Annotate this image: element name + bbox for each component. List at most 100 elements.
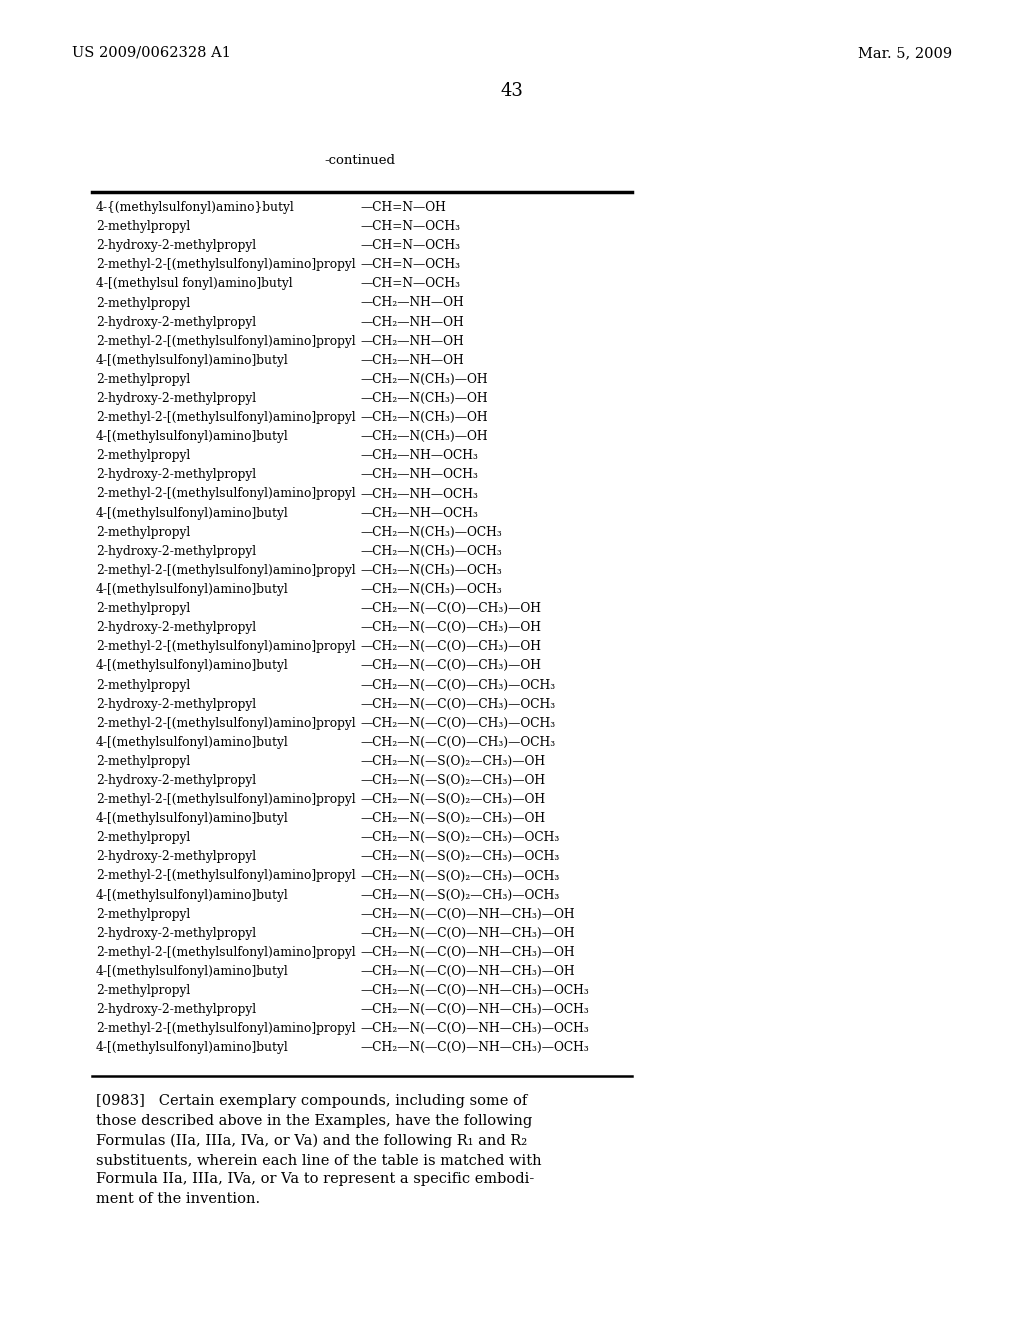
Text: —CH₂—N(CH₃)—OH: —CH₂—N(CH₃)—OH — [360, 411, 487, 424]
Text: 2-methylpropyl: 2-methylpropyl — [96, 297, 190, 309]
Text: —CH₂—N(—S(O)₂—CH₃)—OCH₃: —CH₂—N(—S(O)₂—CH₃)—OCH₃ — [360, 870, 559, 883]
Text: 2-methylpropyl: 2-methylpropyl — [96, 220, 190, 234]
Text: 2-methyl-2-[(methylsulfonyl)amino]propyl: 2-methyl-2-[(methylsulfonyl)amino]propyl — [96, 487, 355, 500]
Text: —CH₂—N(—C(O)—CH₃)—OCH₃: —CH₂—N(—C(O)—CH₃)—OCH₃ — [360, 717, 555, 730]
Text: —CH=N—OCH₃: —CH=N—OCH₃ — [360, 239, 460, 252]
Text: —CH₂—N(—C(O)—NH—CH₃)—OH: —CH₂—N(—C(O)—NH—CH₃)—OH — [360, 965, 574, 978]
Text: 4-[(methylsulfonyl)amino]butyl: 4-[(methylsulfonyl)amino]butyl — [96, 354, 289, 367]
Text: 2-hydroxy-2-methylpropyl: 2-hydroxy-2-methylpropyl — [96, 239, 256, 252]
Text: 2-hydroxy-2-methylpropyl: 2-hydroxy-2-methylpropyl — [96, 1003, 256, 1016]
Text: 2-methylpropyl: 2-methylpropyl — [96, 755, 190, 768]
Text: 2-methyl-2-[(methylsulfonyl)amino]propyl: 2-methyl-2-[(methylsulfonyl)amino]propyl — [96, 870, 355, 883]
Text: 43: 43 — [501, 82, 523, 100]
Text: 2-hydroxy-2-methylpropyl: 2-hydroxy-2-methylpropyl — [96, 315, 256, 329]
Text: 2-methylpropyl: 2-methylpropyl — [96, 832, 190, 845]
Text: —CH₂—NH—OH: —CH₂—NH—OH — [360, 297, 464, 309]
Text: —CH₂—N(—C(O)—CH₃)—OH: —CH₂—N(—C(O)—CH₃)—OH — [360, 640, 541, 653]
Text: 4-[(methylsulfonyl)amino]butyl: 4-[(methylsulfonyl)amino]butyl — [96, 1041, 289, 1055]
Text: —CH₂—N(CH₃)—OCH₃: —CH₂—N(CH₃)—OCH₃ — [360, 564, 502, 577]
Text: —CH=N—OCH₃: —CH=N—OCH₃ — [360, 220, 460, 234]
Text: 2-hydroxy-2-methylpropyl: 2-hydroxy-2-methylpropyl — [96, 697, 256, 710]
Text: 4-[(methylsul fonyl)amino]butyl: 4-[(methylsul fonyl)amino]butyl — [96, 277, 293, 290]
Text: —CH₂—N(—C(O)—NH—CH₃)—OH: —CH₂—N(—C(O)—NH—CH₃)—OH — [360, 946, 574, 958]
Text: 4-[(methylsulfonyl)amino]butyl: 4-[(methylsulfonyl)amino]butyl — [96, 965, 289, 978]
Text: —CH₂—N(—C(O)—CH₃)—OCH₃: —CH₂—N(—C(O)—CH₃)—OCH₃ — [360, 735, 555, 748]
Text: —CH₂—N(—C(O)—CH₃)—OCH₃: —CH₂—N(—C(O)—CH₃)—OCH₃ — [360, 697, 555, 710]
Text: 4-[(methylsulfonyl)amino]butyl: 4-[(methylsulfonyl)amino]butyl — [96, 583, 289, 597]
Text: 2-methylpropyl: 2-methylpropyl — [96, 908, 190, 921]
Text: —CH₂—N(CH₃)—OCH₃: —CH₂—N(CH₃)—OCH₃ — [360, 583, 502, 597]
Text: —CH₂—N(—C(O)—NH—CH₃)—OH: —CH₂—N(—C(O)—NH—CH₃)—OH — [360, 908, 574, 921]
Text: 4-[(methylsulfonyl)amino]butyl: 4-[(methylsulfonyl)amino]butyl — [96, 430, 289, 444]
Text: US 2009/0062328 A1: US 2009/0062328 A1 — [72, 46, 230, 59]
Text: —CH₂—N(—C(O)—CH₃)—OH: —CH₂—N(—C(O)—CH₃)—OH — [360, 622, 541, 634]
Text: —CH=N—OCH₃: —CH=N—OCH₃ — [360, 259, 460, 272]
Text: —CH₂—N(—C(O)—NH—CH₃)—OCH₃: —CH₂—N(—C(O)—NH—CH₃)—OCH₃ — [360, 1041, 589, 1055]
Text: —CH=N—OCH₃: —CH=N—OCH₃ — [360, 277, 460, 290]
Text: 2-methylpropyl: 2-methylpropyl — [96, 678, 190, 692]
Text: —CH₂—N(CH₃)—OH: —CH₂—N(CH₃)—OH — [360, 392, 487, 405]
Text: 2-methyl-2-[(methylsulfonyl)amino]propyl: 2-methyl-2-[(methylsulfonyl)amino]propyl — [96, 1022, 355, 1035]
Text: 2-methylpropyl: 2-methylpropyl — [96, 602, 190, 615]
Text: —CH₂—N(—C(O)—NH—CH₃)—OCH₃: —CH₂—N(—C(O)—NH—CH₃)—OCH₃ — [360, 985, 589, 997]
Text: —CH=N—OH: —CH=N—OH — [360, 201, 445, 214]
Text: —CH₂—NH—OH: —CH₂—NH—OH — [360, 354, 464, 367]
Text: 2-hydroxy-2-methylpropyl: 2-hydroxy-2-methylpropyl — [96, 850, 256, 863]
Text: 2-methylpropyl: 2-methylpropyl — [96, 525, 190, 539]
Text: 2-methylpropyl: 2-methylpropyl — [96, 985, 190, 997]
Text: —CH₂—N(—S(O)₂—CH₃)—OH: —CH₂—N(—S(O)₂—CH₃)—OH — [360, 774, 545, 787]
Text: —CH₂—N(CH₃)—OH: —CH₂—N(CH₃)—OH — [360, 372, 487, 385]
Text: —CH₂—NH—OH: —CH₂—NH—OH — [360, 335, 464, 347]
Text: 2-hydroxy-2-methylpropyl: 2-hydroxy-2-methylpropyl — [96, 927, 256, 940]
Text: 2-hydroxy-2-methylpropyl: 2-hydroxy-2-methylpropyl — [96, 392, 256, 405]
Text: 2-methyl-2-[(methylsulfonyl)amino]propyl: 2-methyl-2-[(methylsulfonyl)amino]propyl — [96, 564, 355, 577]
Text: —CH₂—N(—C(O)—NH—CH₃)—OH: —CH₂—N(—C(O)—NH—CH₃)—OH — [360, 927, 574, 940]
Text: —CH₂—N(—S(O)₂—CH₃)—OH: —CH₂—N(—S(O)₂—CH₃)—OH — [360, 812, 545, 825]
Text: —CH₂—N(—S(O)₂—CH₃)—OCH₃: —CH₂—N(—S(O)₂—CH₃)—OCH₃ — [360, 832, 559, 845]
Text: —CH₂—NH—OCH₃: —CH₂—NH—OCH₃ — [360, 469, 478, 482]
Text: —CH₂—N(—C(O)—NH—CH₃)—OCH₃: —CH₂—N(—C(O)—NH—CH₃)—OCH₃ — [360, 1022, 589, 1035]
Text: Formulas (IIa, IIIa, IVa, or Va) and the following R₁ and R₂: Formulas (IIa, IIIa, IVa, or Va) and the… — [96, 1133, 527, 1147]
Text: 2-methyl-2-[(methylsulfonyl)amino]propyl: 2-methyl-2-[(methylsulfonyl)amino]propyl — [96, 640, 355, 653]
Text: 2-methyl-2-[(methylsulfonyl)amino]propyl: 2-methyl-2-[(methylsulfonyl)amino]propyl — [96, 793, 355, 807]
Text: 4-[(methylsulfonyl)amino]butyl: 4-[(methylsulfonyl)amino]butyl — [96, 507, 289, 520]
Text: —CH₂—NH—OH: —CH₂—NH—OH — [360, 315, 464, 329]
Text: —CH₂—N(—S(O)₂—CH₃)—OCH₃: —CH₂—N(—S(O)₂—CH₃)—OCH₃ — [360, 888, 559, 902]
Text: —CH₂—N(CH₃)—OCH₃: —CH₂—N(CH₃)—OCH₃ — [360, 545, 502, 558]
Text: —CH₂—N(CH₃)—OH: —CH₂—N(CH₃)—OH — [360, 430, 487, 444]
Text: 2-methyl-2-[(methylsulfonyl)amino]propyl: 2-methyl-2-[(methylsulfonyl)amino]propyl — [96, 335, 355, 347]
Text: Formula IIa, IIIa, IVa, or Va to represent a specific embodi-: Formula IIa, IIIa, IVa, or Va to represe… — [96, 1172, 535, 1187]
Text: 2-methylpropyl: 2-methylpropyl — [96, 372, 190, 385]
Text: 4-{(methylsulfonyl)amino}butyl: 4-{(methylsulfonyl)amino}butyl — [96, 201, 295, 214]
Text: ment of the invention.: ment of the invention. — [96, 1192, 260, 1206]
Text: 2-methyl-2-[(methylsulfonyl)amino]propyl: 2-methyl-2-[(methylsulfonyl)amino]propyl — [96, 411, 355, 424]
Text: -continued: -continued — [325, 154, 395, 168]
Text: —CH₂—NH—OCH₃: —CH₂—NH—OCH₃ — [360, 487, 478, 500]
Text: [0983]   Certain exemplary compounds, including some of: [0983] Certain exemplary compounds, incl… — [96, 1094, 527, 1109]
Text: 4-[(methylsulfonyl)amino]butyl: 4-[(methylsulfonyl)amino]butyl — [96, 812, 289, 825]
Text: —CH₂—N(—S(O)₂—CH₃)—OCH₃: —CH₂—N(—S(O)₂—CH₃)—OCH₃ — [360, 850, 559, 863]
Text: 2-hydroxy-2-methylpropyl: 2-hydroxy-2-methylpropyl — [96, 774, 256, 787]
Text: 4-[(methylsulfonyl)amino]butyl: 4-[(methylsulfonyl)amino]butyl — [96, 888, 289, 902]
Text: 2-methyl-2-[(methylsulfonyl)amino]propyl: 2-methyl-2-[(methylsulfonyl)amino]propyl — [96, 946, 355, 958]
Text: 4-[(methylsulfonyl)amino]butyl: 4-[(methylsulfonyl)amino]butyl — [96, 660, 289, 672]
Text: substituents, wherein each line of the table is matched with: substituents, wherein each line of the t… — [96, 1152, 542, 1167]
Text: 2-methyl-2-[(methylsulfonyl)amino]propyl: 2-methyl-2-[(methylsulfonyl)amino]propyl — [96, 717, 355, 730]
Text: 2-methyl-2-[(methylsulfonyl)amino]propyl: 2-methyl-2-[(methylsulfonyl)amino]propyl — [96, 259, 355, 272]
Text: 2-hydroxy-2-methylpropyl: 2-hydroxy-2-methylpropyl — [96, 622, 256, 634]
Text: —CH₂—NH—OCH₃: —CH₂—NH—OCH₃ — [360, 507, 478, 520]
Text: —CH₂—N(—C(O)—CH₃)—OH: —CH₂—N(—C(O)—CH₃)—OH — [360, 660, 541, 672]
Text: —CH₂—N(—C(O)—CH₃)—OCH₃: —CH₂—N(—C(O)—CH₃)—OCH₃ — [360, 678, 555, 692]
Text: 2-hydroxy-2-methylpropyl: 2-hydroxy-2-methylpropyl — [96, 545, 256, 558]
Text: —CH₂—N(—C(O)—NH—CH₃)—OCH₃: —CH₂—N(—C(O)—NH—CH₃)—OCH₃ — [360, 1003, 589, 1016]
Text: Mar. 5, 2009: Mar. 5, 2009 — [858, 46, 952, 59]
Text: —CH₂—N(—C(O)—CH₃)—OH: —CH₂—N(—C(O)—CH₃)—OH — [360, 602, 541, 615]
Text: —CH₂—N(—S(O)₂—CH₃)—OH: —CH₂—N(—S(O)₂—CH₃)—OH — [360, 793, 545, 807]
Text: —CH₂—N(—S(O)₂—CH₃)—OH: —CH₂—N(—S(O)₂—CH₃)—OH — [360, 755, 545, 768]
Text: 4-[(methylsulfonyl)amino]butyl: 4-[(methylsulfonyl)amino]butyl — [96, 735, 289, 748]
Text: —CH₂—NH—OCH₃: —CH₂—NH—OCH₃ — [360, 449, 478, 462]
Text: 2-hydroxy-2-methylpropyl: 2-hydroxy-2-methylpropyl — [96, 469, 256, 482]
Text: 2-methylpropyl: 2-methylpropyl — [96, 449, 190, 462]
Text: those described above in the Examples, have the following: those described above in the Examples, h… — [96, 1114, 532, 1129]
Text: —CH₂—N(CH₃)—OCH₃: —CH₂—N(CH₃)—OCH₃ — [360, 525, 502, 539]
